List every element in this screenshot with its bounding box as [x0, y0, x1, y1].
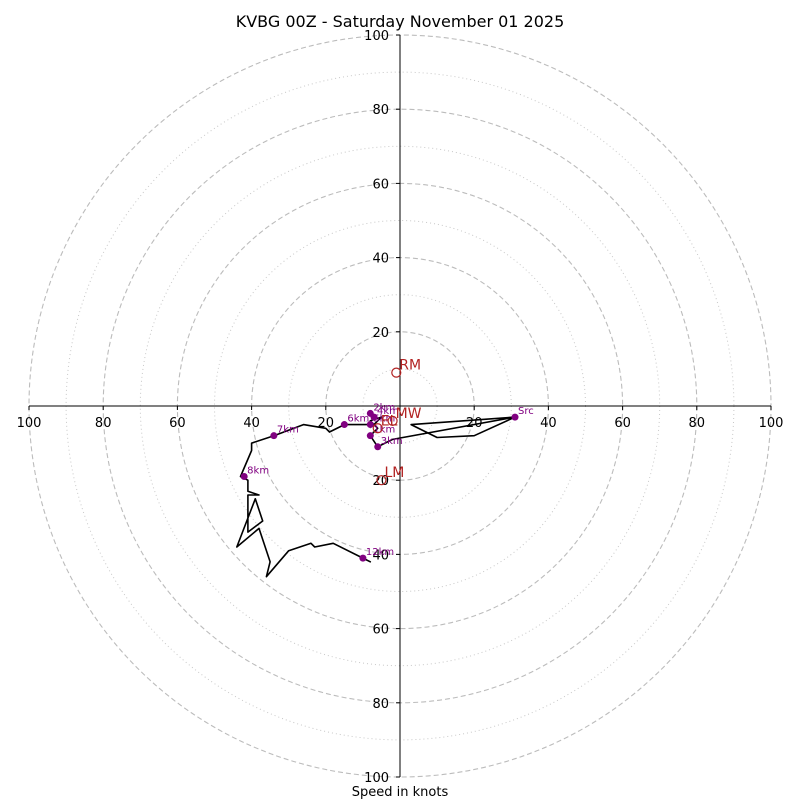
y-tick-label: 100 — [364, 771, 389, 786]
height-marker-label: 1km — [373, 425, 395, 436]
motion-marker-circle — [376, 475, 387, 486]
height-marker-dot — [511, 413, 519, 421]
height-marker-label: 5km — [373, 414, 395, 425]
height-marker-dot — [270, 432, 278, 440]
height-marker-dot — [340, 421, 348, 429]
y-tick-label: 100 — [364, 29, 389, 44]
height-marker-label: 3km — [381, 436, 403, 447]
axes — [29, 35, 771, 777]
y-tick-label: 80 — [372, 697, 389, 712]
height-marker-dot — [374, 443, 382, 451]
height-marker-label: 4km — [377, 406, 399, 417]
chart-title: KVBG 00Z - Saturday November 01 2025 — [236, 12, 565, 31]
height-marker-label: 7km — [277, 425, 299, 436]
x-tick-label: 60 — [614, 416, 631, 431]
y-tick-label: 40 — [372, 548, 389, 563]
height-marker-dot — [366, 432, 374, 440]
y-tick-label: 20 — [372, 326, 389, 341]
y-tick-label: 60 — [372, 177, 389, 192]
motion-marker-label: LM — [384, 465, 404, 481]
x-tick-label: 40 — [243, 416, 260, 431]
x-tick-label: 100 — [17, 416, 42, 431]
height-marker-label: 6km — [347, 414, 369, 425]
height-marker-dot — [370, 413, 378, 421]
height-marker-dot — [366, 421, 374, 429]
motion-marker-label: MW — [396, 406, 422, 422]
motion-marker-circle — [387, 415, 398, 426]
x-tick-label: 80 — [689, 416, 706, 431]
y-tick-label: 20 — [372, 474, 389, 489]
height-marker-label: Src — [518, 406, 534, 417]
y-tick-label: 60 — [372, 623, 389, 638]
height-marker-dot — [359, 554, 367, 562]
motion-marker-label: EL — [381, 413, 398, 429]
x-tick-label: 80 — [95, 416, 112, 431]
motion-marker-circle — [372, 423, 383, 434]
motion-marker-label: RM — [399, 358, 421, 374]
y-tick-label: 40 — [372, 252, 389, 267]
height-marker-label: 2km — [373, 402, 395, 413]
y-tick-label: 80 — [372, 103, 389, 118]
x-axis-label: Speed in knots — [352, 785, 449, 800]
x-tick-label: 100 — [759, 416, 784, 431]
x-tick-label: 40 — [540, 416, 557, 431]
motion-marker-circle — [391, 367, 402, 378]
height-marker-label: 12km — [366, 547, 394, 558]
x-tick-label: 60 — [169, 416, 186, 431]
height-marker-label: 8km — [247, 465, 269, 476]
height-marker-dot — [240, 472, 248, 480]
